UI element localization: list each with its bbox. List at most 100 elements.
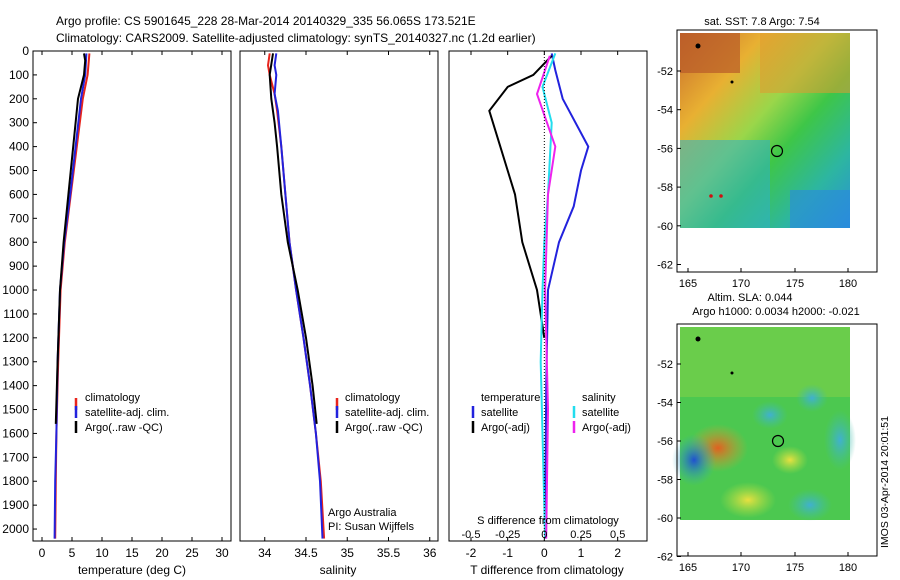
argo-float-location xyxy=(771,434,785,448)
map-x-tick-label: 170 xyxy=(732,562,750,574)
y-tick-label: 1200 xyxy=(2,331,29,345)
sla-map-frame xyxy=(676,323,878,557)
sst-cool-patch xyxy=(680,140,770,228)
sst-marker xyxy=(719,194,723,198)
sst-map-ticks: 165 170 175 180 -52 -54 -56 -58 -60 -62 xyxy=(657,66,857,290)
series-line-satellite-s xyxy=(539,53,557,539)
y-tick-label: 400 xyxy=(9,140,29,154)
y-tick-label: 0 xyxy=(22,44,29,58)
temperature-plot-area xyxy=(53,53,91,539)
difference-plot-area xyxy=(488,51,590,541)
figure-title: Argo profile: CS 5901645_228 28-Mar-2014… xyxy=(56,14,476,28)
y-tick-label: 900 xyxy=(9,259,29,273)
argo-float-location xyxy=(770,144,784,158)
sla-high-anomaly xyxy=(772,446,808,474)
x-tick-label: -1 xyxy=(502,546,513,560)
map-y-tick-label: -58 xyxy=(657,475,673,487)
map-x-tick-label: 180 xyxy=(839,278,857,290)
temperature-legend: climatology satellite-adj. clim. Argo(..… xyxy=(74,392,169,434)
temperature-x-ticks: 0 5 10 15 20 25 30 xyxy=(39,51,229,560)
y-tick-label: 600 xyxy=(9,187,29,201)
institution-annotation: Argo Australia xyxy=(328,507,397,519)
sla-map-title: Altim. SLA: 0.044 xyxy=(708,292,793,304)
legend-sat-t: satellite xyxy=(481,407,518,419)
legend-climatology: climatology xyxy=(85,392,141,404)
sst-map-panel: sat. SST: 7.8 Argo: 7.54 165 170 175 180 -52… xyxy=(657,16,878,290)
sla-low-anomaly xyxy=(752,401,788,429)
x-tick-label: 36 xyxy=(423,546,437,560)
x-tick-label: 34.5 xyxy=(294,546,318,560)
x-tick-label: 1 xyxy=(578,546,585,560)
x-tick-label: 10 xyxy=(95,546,109,560)
imos-timestamp: IMOS 03-Apr-2014 20:01:51 xyxy=(879,416,891,548)
map-x-tick-label: 165 xyxy=(679,562,697,574)
x-tick-label: 25 xyxy=(185,546,199,560)
map-y-tick-label: -60 xyxy=(657,513,673,525)
series-line-argo xyxy=(268,53,318,425)
salinity-plot-area xyxy=(266,53,326,539)
x-tick-label: 0 xyxy=(541,546,548,560)
y-tick-label: 500 xyxy=(9,164,29,178)
x-tick-label: 34 xyxy=(258,546,272,560)
y-tick-label: 700 xyxy=(9,211,29,225)
legend-satellite: satellite-adj. clim. xyxy=(85,407,169,419)
legend-argo-t: Argo(-adj) xyxy=(481,422,530,434)
depth-y-ticks: 0 100 200 300 400 500 600 700 800 900 1000 1100 1200… xyxy=(2,44,37,536)
difference-panel: -2 -1 0 1 2 -0.5 -0.25 0 0.25 0.5 S difference f… xyxy=(448,50,648,577)
figure-subtitle: Climatology: CARS2009. Satellite-adjuste… xyxy=(56,31,536,45)
sst-cool-patch xyxy=(790,190,850,228)
difference-x-ticks: -2 -1 0 1 2 xyxy=(466,51,621,560)
legend-sat-s: satellite xyxy=(582,407,619,419)
legend-argo: Argo(..raw -QC) xyxy=(85,422,163,434)
series-line-satellite-adj-clim- xyxy=(273,53,324,539)
sst-warm-patch xyxy=(760,33,850,93)
legend-satellite: satellite-adj. clim. xyxy=(345,407,429,419)
island-marker xyxy=(730,80,734,84)
map-y-tick-label: -52 xyxy=(657,359,673,371)
x-tick-label: 5 xyxy=(69,546,76,560)
s-difference-tick-label: 0 xyxy=(541,529,547,541)
s-difference-tick-label: 0.5 xyxy=(610,529,625,541)
y-tick-label: 1800 xyxy=(2,474,29,488)
difference-legend: temperature satellite Argo(-adj) salinit… xyxy=(471,392,631,434)
y-tick-label: 1300 xyxy=(2,355,29,369)
map-y-tick-label: -52 xyxy=(657,66,673,78)
temperature-panel: 0 5 10 15 20 25 30 0 100 200 300 400 500 600 700 800 90… xyxy=(2,44,232,577)
salinity-xlabel: salinity xyxy=(320,563,357,577)
pi-annotation: PI: Susan Wijffels xyxy=(328,521,414,533)
sla-map-subtitle: Argo h1000: 0.0034 h2000: -0.021 xyxy=(692,306,860,318)
sst-map-title: sat. SST: 7.8 Argo: 7.54 xyxy=(704,16,820,28)
salinity-panel: 34 34.5 35 35.5 36 salinity climatology sate… xyxy=(239,50,439,577)
y-tick-label: 300 xyxy=(9,116,29,130)
map-y-tick-label: -54 xyxy=(657,398,673,410)
sst-warm-patch xyxy=(680,33,740,73)
s-difference-tick-label: -0.25 xyxy=(495,529,520,541)
x-tick-label: 35 xyxy=(341,546,355,560)
map-y-tick-label: -54 xyxy=(657,105,673,117)
legend-temperature-header: temperature xyxy=(481,392,540,404)
x-tick-label: 2 xyxy=(614,546,621,560)
y-tick-label: 1600 xyxy=(2,426,29,440)
map-y-tick-label: -56 xyxy=(657,143,673,155)
map-y-tick-label: -56 xyxy=(657,436,673,448)
x-tick-label: 35.5 xyxy=(377,546,401,560)
island-marker xyxy=(695,336,701,342)
island-marker xyxy=(730,371,734,375)
legend-climatology: climatology xyxy=(345,392,401,404)
map-x-tick-label: 180 xyxy=(839,562,857,574)
salinity-difference-ticks: -0.5 -0.25 0 0.25 0.5 xyxy=(462,529,626,541)
salinity-axes-frame xyxy=(239,50,439,542)
y-tick-label: 100 xyxy=(9,68,29,82)
series-line-argo-s xyxy=(535,55,557,539)
map-x-tick-label: 175 xyxy=(786,562,804,574)
salinity-x-ticks: 34 34.5 35 35.5 36 xyxy=(258,51,437,560)
island-marker xyxy=(695,43,701,49)
sla-low-anomaly xyxy=(796,384,828,412)
t-difference-xlabel: T difference from climatology xyxy=(470,563,624,577)
x-tick-label: 15 xyxy=(125,546,139,560)
sst-map-frame xyxy=(676,29,878,273)
temperature-axes-frame xyxy=(32,50,232,542)
sla-high-anomaly xyxy=(720,482,776,518)
legend-salinity-header: salinity xyxy=(582,392,616,404)
